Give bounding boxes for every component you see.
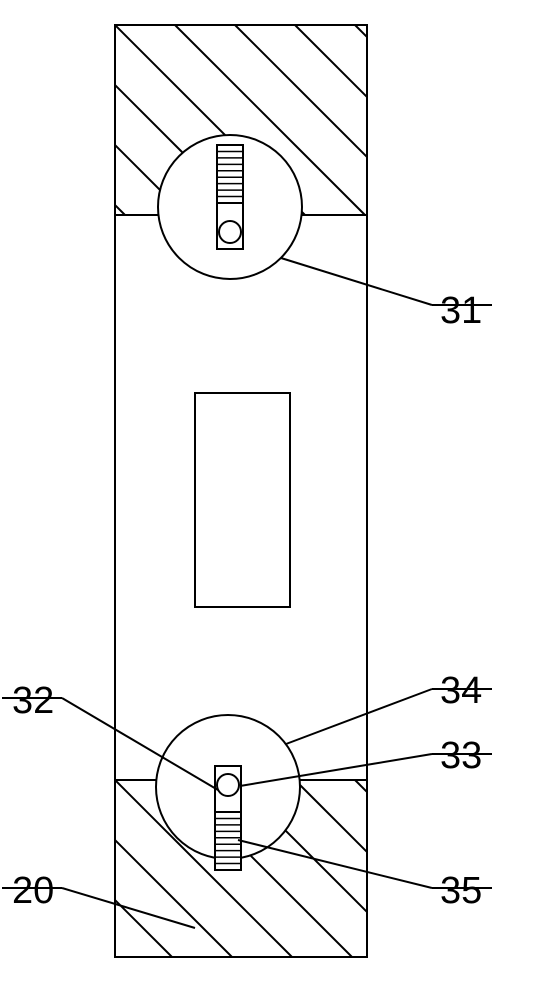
- diagram-container: [0, 0, 547, 1000]
- label-35: 35: [440, 870, 482, 913]
- diagram-svg: [0, 0, 547, 1000]
- label-32: 32: [12, 680, 54, 723]
- label-33: 33: [440, 735, 482, 778]
- label-31: 31: [440, 290, 482, 333]
- label-20: 20: [12, 870, 54, 913]
- label-34: 34: [440, 670, 482, 713]
